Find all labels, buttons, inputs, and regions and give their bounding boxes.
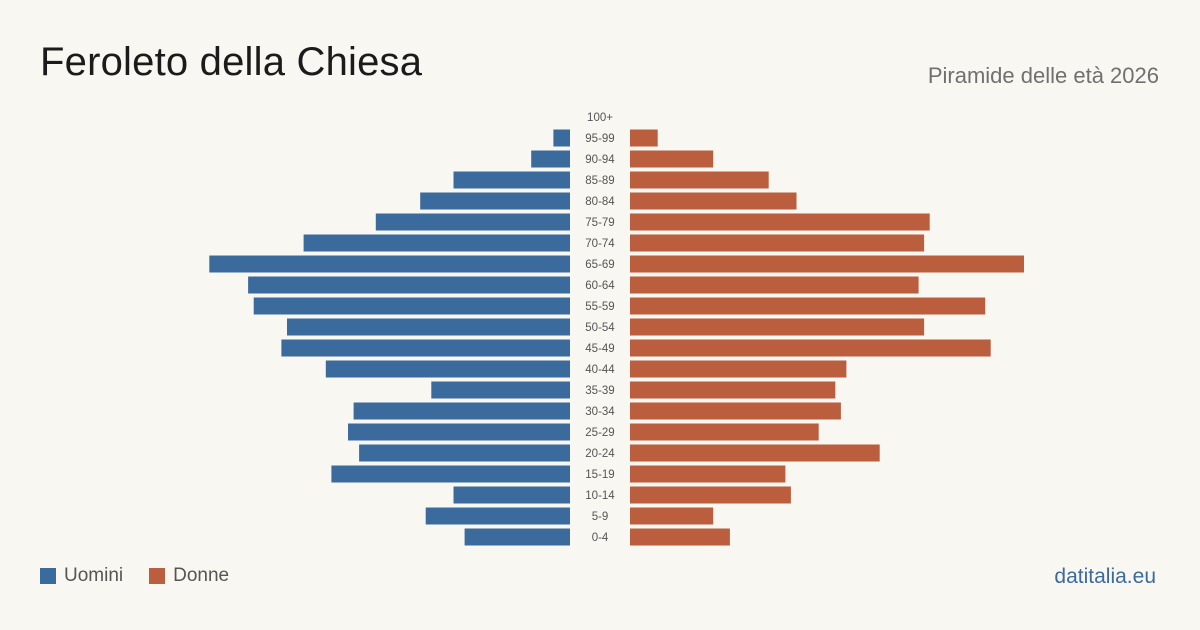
age-label-70-74: 70-74 bbox=[585, 238, 615, 250]
age-label-20-24: 20-24 bbox=[585, 448, 615, 460]
bar-women-30-34 bbox=[630, 402, 841, 420]
age-label-65-69: 65-69 bbox=[585, 259, 614, 271]
legend-swatch-men bbox=[40, 568, 56, 584]
bar-women-40-44 bbox=[630, 360, 847, 378]
bar-women-65-69 bbox=[630, 255, 1024, 273]
bar-women-50-54 bbox=[630, 318, 925, 336]
bar-women-60-64 bbox=[630, 276, 919, 294]
age-label-50-54: 50-54 bbox=[585, 322, 615, 334]
bar-women-25-29 bbox=[630, 423, 819, 441]
bar-women-85-89 bbox=[630, 171, 769, 189]
age-label-10-14: 10-14 bbox=[585, 490, 615, 502]
bar-men-40-44 bbox=[325, 360, 570, 378]
age-label-35-39: 35-39 bbox=[585, 385, 614, 397]
bar-men-75-79 bbox=[375, 213, 570, 231]
bar-men-50-54 bbox=[287, 318, 570, 336]
bar-women-15-19 bbox=[630, 465, 786, 483]
bar-women-5-9 bbox=[630, 507, 714, 525]
bar-men-10-14 bbox=[453, 486, 570, 504]
bar-men-55-59 bbox=[253, 297, 570, 315]
bar-women-55-59 bbox=[630, 297, 986, 315]
bar-men-80-84 bbox=[420, 192, 570, 210]
brand-link[interactable]: datitalia.eu bbox=[1054, 565, 1156, 588]
bar-men-35-39 bbox=[431, 381, 570, 399]
bar-women-95-99 bbox=[630, 129, 658, 147]
bar-men-5-9 bbox=[425, 507, 570, 525]
bar-men-15-19 bbox=[331, 465, 570, 483]
bar-men-60-64 bbox=[248, 276, 570, 294]
age-label-45-49: 45-49 bbox=[585, 343, 614, 355]
age-label-15-19: 15-19 bbox=[585, 469, 614, 481]
bar-women-45-49 bbox=[630, 339, 991, 357]
age-label-60-64: 60-64 bbox=[585, 280, 615, 292]
legend-label-women: Donne bbox=[173, 565, 230, 586]
age-label-25-29: 25-29 bbox=[585, 427, 614, 439]
bar-men-30-34 bbox=[353, 402, 570, 420]
legend-swatch-women bbox=[149, 568, 166, 584]
age-label-85-89: 85-89 bbox=[585, 175, 614, 187]
age-label-75-79: 75-79 bbox=[585, 217, 614, 229]
bar-men-45-49 bbox=[281, 339, 570, 357]
age-label-0-4: 0-4 bbox=[592, 532, 609, 544]
bar-women-10-14 bbox=[630, 486, 791, 504]
age-label-90-94: 90-94 bbox=[585, 154, 615, 166]
bar-women-90-94 bbox=[630, 150, 714, 168]
chart-subtitle: Piramide delle età 2026 bbox=[927, 63, 1159, 88]
age-label-100+: 100+ bbox=[587, 112, 613, 124]
age-label-30-34: 30-34 bbox=[585, 406, 615, 418]
age-labels: 100+ 95-99 90-94 85-89 80-84 75-79 70-74 65-69 6… bbox=[585, 112, 615, 544]
men-bars bbox=[209, 129, 571, 546]
legend-item-women: Donne bbox=[149, 565, 229, 587]
legend-item-men: Uomini bbox=[40, 565, 123, 587]
bar-men-20-24 bbox=[359, 444, 570, 462]
bar-men-25-29 bbox=[348, 423, 570, 441]
bar-women-20-24 bbox=[630, 444, 880, 462]
page-title: Feroleto della Chiesa bbox=[40, 40, 423, 84]
bar-men-85-89 bbox=[453, 171, 570, 189]
bar-women-80-84 bbox=[630, 192, 797, 210]
age-label-95-99: 95-99 bbox=[585, 133, 614, 145]
legend-label-men: Uomini bbox=[64, 565, 124, 586]
bar-women-0-4 bbox=[630, 528, 730, 546]
bar-men-0-4 bbox=[464, 528, 570, 546]
age-label-55-59: 55-59 bbox=[585, 301, 614, 313]
bar-men-65-69 bbox=[209, 255, 571, 273]
bar-women-70-74 bbox=[630, 234, 925, 252]
age-label-5-9: 5-9 bbox=[592, 511, 609, 523]
age-label-80-84: 80-84 bbox=[585, 196, 615, 208]
bar-men-90-94 bbox=[531, 150, 570, 168]
women-bars bbox=[630, 129, 1024, 546]
legend: Uomini Donne bbox=[40, 565, 255, 587]
bar-women-35-39 bbox=[630, 381, 836, 399]
bar-men-95-99 bbox=[553, 129, 570, 147]
bar-men-70-74 bbox=[303, 234, 570, 252]
age-label-40-44: 40-44 bbox=[585, 364, 615, 376]
bar-women-75-79 bbox=[630, 213, 930, 231]
